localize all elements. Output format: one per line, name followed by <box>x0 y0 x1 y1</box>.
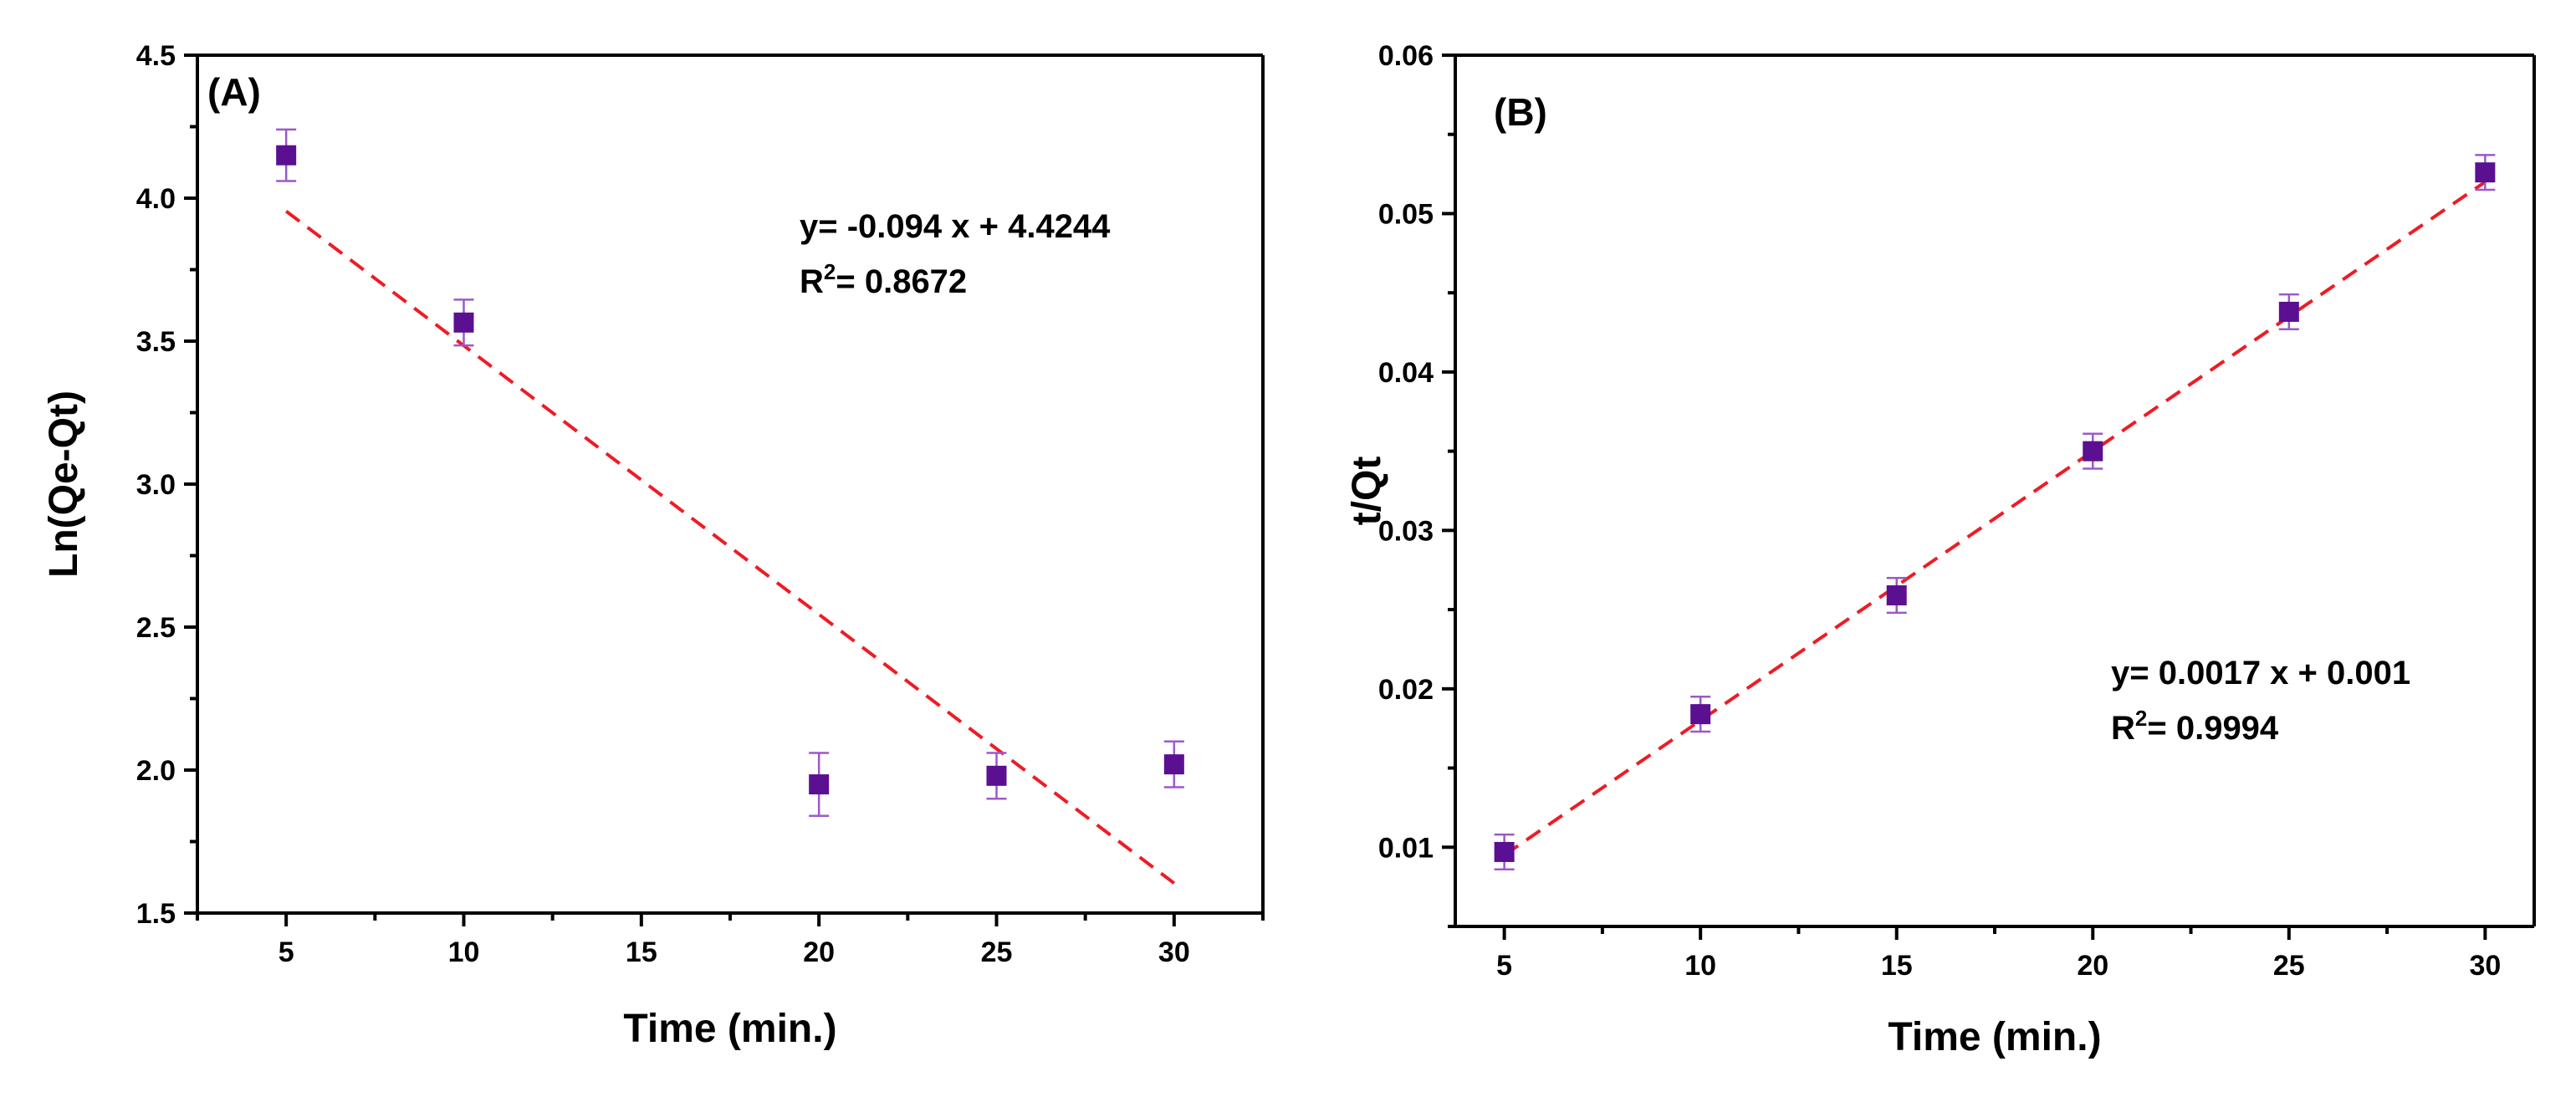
panel-a-data-point <box>809 752 830 817</box>
panel-a-chart: 5 10 15 20 25 30 1.5 2.0 2.5 3.0 3.5 4.0 4.5 (A) y= … <box>42 40 1265 1051</box>
panel-b-x-tick-label: 10 <box>1684 950 1716 982</box>
square-marker <box>1886 585 1907 606</box>
panel-a-fit-line <box>284 210 1176 885</box>
square-marker <box>2083 441 2103 462</box>
panel-a-y-axis-title: Ln(Qe-Qt) <box>42 390 86 578</box>
panel-a-y-tick-label: 4.0 <box>136 183 176 215</box>
panel-a-y-tick-label: 3.0 <box>136 469 176 501</box>
panel-a-data-point <box>986 752 1007 800</box>
panel-a-x-tick-label: 10 <box>448 936 480 968</box>
square-marker <box>2278 301 2299 322</box>
square-marker <box>1494 841 1515 862</box>
panel-b-data-point <box>1886 576 1907 615</box>
panel-b-x-tick-label: 5 <box>1496 950 1512 982</box>
panel-a-y-tick-label: 1.5 <box>136 898 176 930</box>
panel-b-equation: y= 0.0017 x + 0.001 <box>2111 655 2410 691</box>
panel-b-y-tick-label: 0.05 <box>1378 198 1434 230</box>
square-marker <box>276 145 297 166</box>
panel-a-y-tick-label: 4.5 <box>136 40 176 72</box>
panel-b-r-squared: R2= 0.9994 <box>2111 706 2279 747</box>
panel-b-y-tick-label: 0.04 <box>1378 357 1434 389</box>
panel-a-y-tick-label: 2.0 <box>136 755 176 787</box>
panel-b-data-point <box>2278 293 2299 331</box>
panel-b-fit-line <box>1503 180 2487 857</box>
panel-b-x-tick-label: 30 <box>2469 950 2501 982</box>
panel-b-ticks: 5 10 15 20 25 30 0.01 0.02 0.03 0.04 0.05 0.06 <box>1378 40 2501 982</box>
panel-a-r2-value: = 0.8672 <box>836 263 967 300</box>
panel-b-y-tick-label: 0.06 <box>1378 40 1434 72</box>
panel-a-ticks: 5 10 15 20 25 30 1.5 2.0 2.5 3.0 3.5 4.0 4.5 <box>136 40 1265 968</box>
panel-a-label: (A) <box>207 70 261 114</box>
square-marker <box>809 774 830 795</box>
panel-b-data-point <box>1494 833 1515 871</box>
panel-a-marks <box>276 128 1184 885</box>
panel-b-x-axis-title: Time (min.) <box>1888 1015 2101 1059</box>
panel-b-data-point <box>2083 432 2103 470</box>
panel-a-x-tick-label: 20 <box>803 936 835 968</box>
panel-b-y-tick-label: 0.02 <box>1378 674 1434 706</box>
square-marker <box>986 765 1007 786</box>
panel-a-x-axis-title: Time (min.) <box>623 1007 836 1051</box>
panel-a-x-tick-label: 15 <box>626 936 657 968</box>
panel-a-r2-superscript: 2 <box>824 259 836 284</box>
panel-b-r2-superscript: 2 <box>2135 706 2147 731</box>
panel-b-data-point <box>2475 154 2496 191</box>
panel-a-y-tick-label: 3.5 <box>136 326 176 358</box>
panel-b-y-axis-title: t/Qt <box>1345 457 1389 526</box>
panel-a-data-point <box>1163 740 1184 788</box>
panel-b-r2-prefix: R <box>2111 710 2135 747</box>
panel-a-x-tick-label: 25 <box>981 936 1013 968</box>
panel-b-r2-value: = 0.9994 <box>2147 710 2279 747</box>
square-marker <box>2475 162 2496 183</box>
square-marker <box>1690 704 1711 725</box>
panel-a-data-point <box>276 128 297 182</box>
panel-b-y-tick-label: 0.03 <box>1378 515 1434 547</box>
panel-a-y-tick-label: 2.5 <box>136 612 176 644</box>
square-marker <box>1163 754 1184 775</box>
panel-b-data-point <box>1690 696 1711 733</box>
panel-a-equation: y= -0.094 x + 4.4244 <box>800 208 1111 245</box>
panel-b-y-tick-label: 0.01 <box>1378 832 1434 864</box>
panel-a-data-point <box>453 298 474 347</box>
panel-a-r2-prefix: R <box>800 263 824 300</box>
panel-b-marks <box>1494 154 2496 871</box>
panel-a-x-tick-label: 30 <box>1158 936 1190 968</box>
panel-b-chart: 5 10 15 20 25 300.010.020.030.040.050.06 (B) … <box>1345 40 2536 1059</box>
panel-a-r-squared: R2= 0.8672 <box>800 259 967 300</box>
panel-b-x-tick-label: 15 <box>1881 950 1913 982</box>
panel-b-x-tick-label: 20 <box>2077 950 2108 982</box>
panel-b-label: (B) <box>1494 90 1547 134</box>
square-marker <box>453 312 474 333</box>
panel-b-x-tick-label: 25 <box>2273 950 2305 982</box>
panel-a-x-tick-label: 5 <box>279 936 294 968</box>
